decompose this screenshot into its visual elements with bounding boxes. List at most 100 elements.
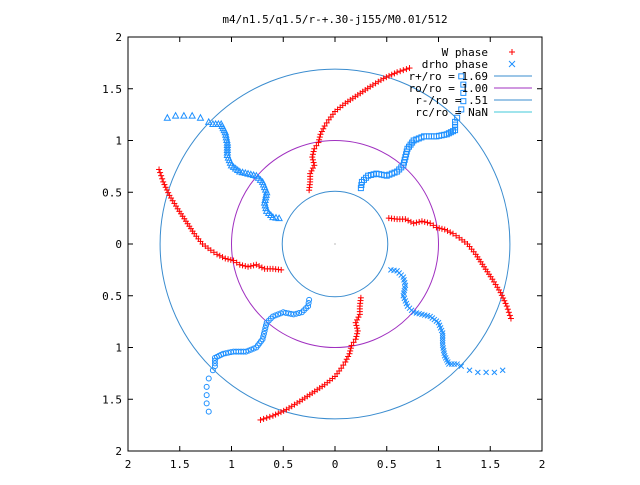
drho-phase-point-0-19-b xyxy=(410,309,417,316)
drho-phase-point-3-23 xyxy=(260,330,267,337)
w-phase-point-3-20 xyxy=(346,350,353,357)
w-phase-point-0-56 xyxy=(507,315,514,322)
w-phase-point-0-55 xyxy=(506,312,513,319)
y-tick-label-3: 0.5 xyxy=(102,290,122,303)
w-phase-point-3-18 xyxy=(347,345,354,352)
drho-phase-point-0-1-b xyxy=(391,267,397,274)
drho-phase-point-0-43-b xyxy=(442,354,449,361)
radius-circle-1 xyxy=(231,140,439,348)
w-phase-point-3-55 xyxy=(260,415,267,422)
drho-phase-point-0-35 xyxy=(439,335,446,341)
w-phase-point-0-51 xyxy=(502,300,509,307)
w-phase-point-0-12 xyxy=(418,218,425,225)
x-tick-label-6: 1 xyxy=(435,458,442,471)
w-phase-point-1-51 xyxy=(391,70,398,77)
w-phase-point-3-8 xyxy=(354,316,361,323)
w-phase-point-0-24 xyxy=(453,232,460,239)
w-phase-point-2-52 xyxy=(160,178,167,185)
w-phase-point-2-54 xyxy=(158,172,165,179)
w-phase-point-1-10 xyxy=(310,159,317,166)
drho-phase-point-0-14-b xyxy=(402,298,409,304)
w-phase-point-0-52 xyxy=(503,303,510,310)
w-phase-point-2-22 xyxy=(216,252,223,259)
w-phase-point-0-9 xyxy=(410,220,417,227)
drho-phase-outer-0-0 xyxy=(458,363,465,369)
w-phase-point-2-24 xyxy=(210,249,217,256)
drho-phase-point-2-24 xyxy=(238,168,247,176)
w-phase-point-2-6 xyxy=(261,265,268,272)
drho-phase-outer-3-5 xyxy=(205,408,212,415)
w-phase-point-0-6 xyxy=(402,216,409,223)
w-phase-point-3-10 xyxy=(353,322,360,329)
y-tick-label-5: 0.5 xyxy=(102,186,122,199)
drho-phase-outer-1-3 xyxy=(460,89,467,96)
drho-phase-point-0-35-b xyxy=(439,335,446,341)
w-phase-point-1-50 xyxy=(388,71,395,78)
w-phase-point-0-19 xyxy=(438,225,445,232)
drho-phase-outer-3-4 xyxy=(203,400,210,407)
drho-phase-point-3-21 xyxy=(262,325,269,332)
w-phase-point-2-7 xyxy=(258,264,265,271)
drho-phase-outer-0-1-b xyxy=(466,367,473,374)
w-phase-point-0-20 xyxy=(441,226,448,233)
y-tick-label-1: 1.5 xyxy=(102,393,122,406)
w-phase-point-1-18 xyxy=(316,136,323,143)
w-phase-point-3-21 xyxy=(345,353,352,360)
radius-circles xyxy=(159,68,511,420)
drho-phase-point-0-7-b xyxy=(401,279,408,286)
w-phase-point-0-23 xyxy=(449,230,456,237)
w-phase-point-1-48 xyxy=(383,74,390,81)
drho-phase-point-0-34 xyxy=(439,332,446,339)
w-phase-point-0-17 xyxy=(433,224,440,231)
x-tick-label-1: 1.5 xyxy=(170,458,190,471)
y-tick-label-2: 1 xyxy=(115,342,122,355)
drho-phase-point-0-12-b xyxy=(400,292,407,299)
drho-phase-point-0-24-b xyxy=(424,312,431,319)
drho-phase-outer-0-5-b xyxy=(499,367,506,374)
drho-phase-point-3-20 xyxy=(263,322,269,329)
w-phase-point-3-9 xyxy=(352,319,359,326)
w-phase-point-2-16 xyxy=(233,259,240,266)
w-phase-point-0-7 xyxy=(405,217,412,224)
drho-phase-outer-0-5 xyxy=(499,367,506,374)
legend-label-4: r-/ro = .51 xyxy=(415,94,488,107)
w-phase-point-0-13 xyxy=(421,218,428,225)
w-phase-point-1-19 xyxy=(316,134,323,141)
w-phase-point-3-19 xyxy=(347,347,354,354)
drho-phase-point-3-0 xyxy=(306,296,313,303)
drho-phase-point-2-4 xyxy=(264,208,273,216)
y-tick-label-6: 1 xyxy=(115,135,122,148)
w-phase-point-3-14 xyxy=(353,333,360,340)
drho-phase-point-0-49 xyxy=(454,361,460,367)
drho-phase-point-3-24 xyxy=(260,333,267,340)
drho-phase-outer-0-0-b xyxy=(458,363,465,369)
drho-phase-point-2-2 xyxy=(269,213,277,221)
w-phase-point-1-52 xyxy=(394,69,401,76)
drho-phase-point-2-23 xyxy=(241,168,250,176)
w-phase-point-2-12 xyxy=(245,263,252,270)
drho-phase-point-2-28 xyxy=(229,162,238,170)
w-phase-point-3-11 xyxy=(354,325,361,332)
drho-phase-point-0-49-b xyxy=(454,361,460,367)
w-phase-point-1-54 xyxy=(400,67,407,74)
drho-phase-outer-2-3 xyxy=(180,111,188,119)
w-phase-point-2-48 xyxy=(165,189,172,196)
w-phase-point-3-12 xyxy=(354,327,361,334)
y-tick-label-7: 1.5 xyxy=(102,83,122,96)
w-phase-point-2-55 xyxy=(157,169,164,176)
w-phase-point-0-48 xyxy=(498,292,505,299)
w-phase-point-1-20 xyxy=(317,131,324,138)
w-phase-point-1-9 xyxy=(311,162,318,169)
drho-phase-point-0-34-b xyxy=(439,332,446,339)
drho-phase-point-0-20-b xyxy=(413,310,420,316)
w-phase-point-2-8 xyxy=(256,263,263,270)
x-tick-label-0: 2 xyxy=(125,458,132,471)
drho-phase-outer-2-5 xyxy=(163,113,172,121)
drho-phase-point-0-31-b xyxy=(437,324,444,331)
w-phase-point-2-53 xyxy=(159,175,166,182)
w-phase-point-3-48 xyxy=(280,407,287,414)
w-phase-point-3-23 xyxy=(342,358,349,365)
